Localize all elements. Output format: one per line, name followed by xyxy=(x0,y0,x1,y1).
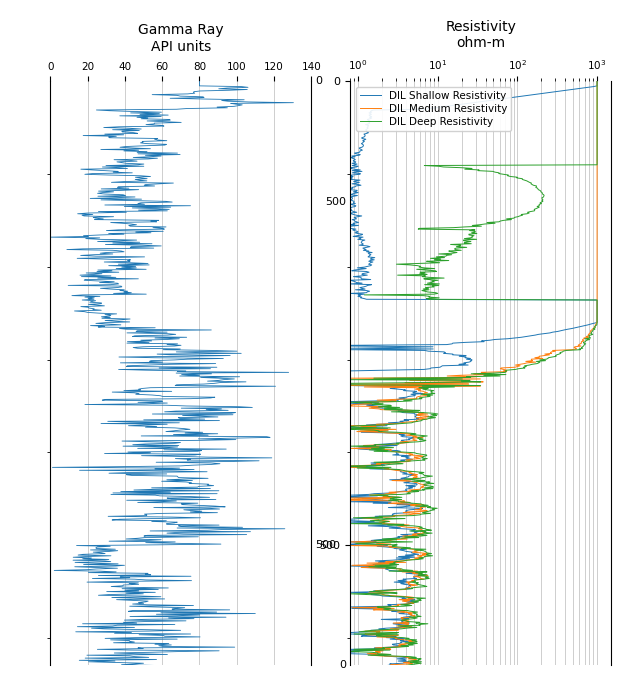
DIL Deep Resistivity xyxy=(593,113,601,122)
DIL Shallow Resistivity xyxy=(593,77,601,86)
Text: 0: 0 xyxy=(339,661,346,670)
DIL Shallow Resistivity xyxy=(397,432,404,440)
DIL Deep Resistivity xyxy=(593,77,601,86)
DIL Deep Resistivity xyxy=(413,449,420,458)
Text: 500: 500 xyxy=(325,197,346,207)
DIL Deep Resistivity xyxy=(413,581,421,589)
Line: DIL Medium Resistivity: DIL Medium Resistivity xyxy=(350,81,597,665)
DIL Shallow Resistivity xyxy=(391,520,398,528)
DIL Medium Resistivity xyxy=(593,113,601,122)
DIL Deep Resistivity xyxy=(423,432,431,440)
DIL Medium Resistivity xyxy=(413,416,420,424)
DIL Shallow Resistivity xyxy=(384,661,391,669)
Legend: DIL Shallow Resistivity, DIL Medium Resistivity, DIL Deep Resistivity: DIL Shallow Resistivity, DIL Medium Resi… xyxy=(355,87,512,131)
DIL Medium Resistivity xyxy=(413,432,420,440)
DIL Medium Resistivity xyxy=(398,520,405,528)
DIL Medium Resistivity xyxy=(387,661,395,669)
Text: 500: 500 xyxy=(316,540,336,550)
DIL Shallow Resistivity xyxy=(405,416,413,424)
Title: Resistivity
ohm-m: Resistivity ohm-m xyxy=(445,20,516,50)
Text: 0: 0 xyxy=(316,77,323,86)
DIL Shallow Resistivity xyxy=(393,449,401,458)
Title: Gamma Ray
API units: Gamma Ray API units xyxy=(138,24,224,54)
DIL Shallow Resistivity xyxy=(366,113,374,122)
Line: DIL Deep Resistivity: DIL Deep Resistivity xyxy=(350,81,597,665)
DIL Deep Resistivity xyxy=(418,416,426,424)
DIL Medium Resistivity xyxy=(405,581,413,589)
DIL Deep Resistivity xyxy=(403,661,410,669)
DIL Shallow Resistivity xyxy=(400,581,408,589)
Line: DIL Shallow Resistivity: DIL Shallow Resistivity xyxy=(350,81,597,665)
DIL Deep Resistivity xyxy=(400,520,408,528)
DIL Medium Resistivity xyxy=(593,77,601,86)
DIL Medium Resistivity xyxy=(406,449,413,458)
